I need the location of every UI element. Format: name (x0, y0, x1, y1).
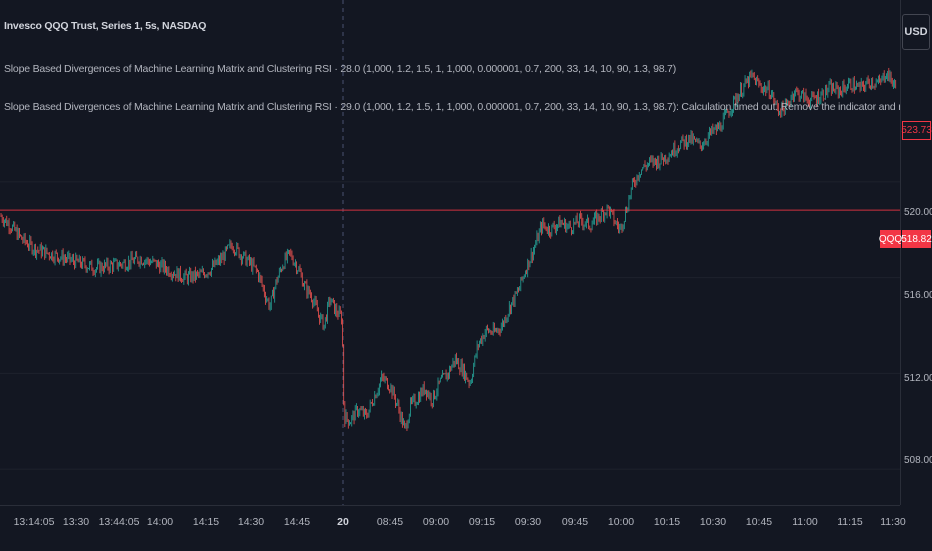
time-tick: 09:45 (561, 516, 589, 528)
time-tick: 14:45 (283, 516, 311, 528)
time-tick: 11:15 (837, 516, 863, 528)
candles (0, 67, 897, 432)
time-tick: 13:44:05 (98, 516, 140, 528)
time-tick-day: 20 (337, 516, 349, 528)
price-tick-516: 516.00 (904, 290, 932, 301)
chart-area[interactable]: Invesco QQQ Trust, Series 1, 5s, NASDAQ … (0, 0, 900, 505)
last-price-label: 518.82 (901, 230, 932, 248)
price-scale[interactable] (900, 0, 932, 505)
time-tick: 09:00 (422, 516, 450, 528)
high-price-label: 523.73 (901, 121, 932, 140)
time-tick: 13:30 (62, 516, 90, 528)
price-tick-520: 520.00 (904, 207, 932, 218)
time-tick: 09:15 (468, 516, 496, 528)
time-tick: 14:00 (146, 516, 174, 528)
time-tick: 08:45 (376, 516, 404, 528)
symbol-tag: QQQ (879, 230, 902, 248)
legend-indicator-1[interactable]: Slope Based Divergences of Machine Learn… (4, 63, 676, 75)
time-tick: 14:15 (192, 516, 220, 528)
time-tick: 09:30 (514, 516, 542, 528)
time-tick: 10:30 (699, 516, 727, 528)
time-axis[interactable]: 13:14:05 13:30 13:44:05 14:00 14:15 14:3… (0, 505, 906, 551)
price-tick-512: 512.00 (904, 373, 932, 384)
time-tick: 10:00 (607, 516, 635, 528)
price-tick-508: 508.00 (904, 455, 932, 466)
time-tick: 10:15 (653, 516, 681, 528)
time-tick: 13:14:05 (13, 516, 55, 528)
price-chart[interactable] (0, 0, 900, 505)
currency-button[interactable]: USD (902, 14, 930, 50)
time-tick: 14:30 (237, 516, 265, 528)
time-tick: 11:00 (792, 516, 818, 528)
legend-symbol-line[interactable]: Invesco QQQ Trust, Series 1, 5s, NASDAQ (4, 20, 207, 32)
legend-indicator-2[interactable]: Slope Based Divergences of Machine Learn… (4, 101, 900, 113)
time-tick: 10:45 (745, 516, 773, 528)
time-tick: 11:30 (880, 516, 906, 528)
